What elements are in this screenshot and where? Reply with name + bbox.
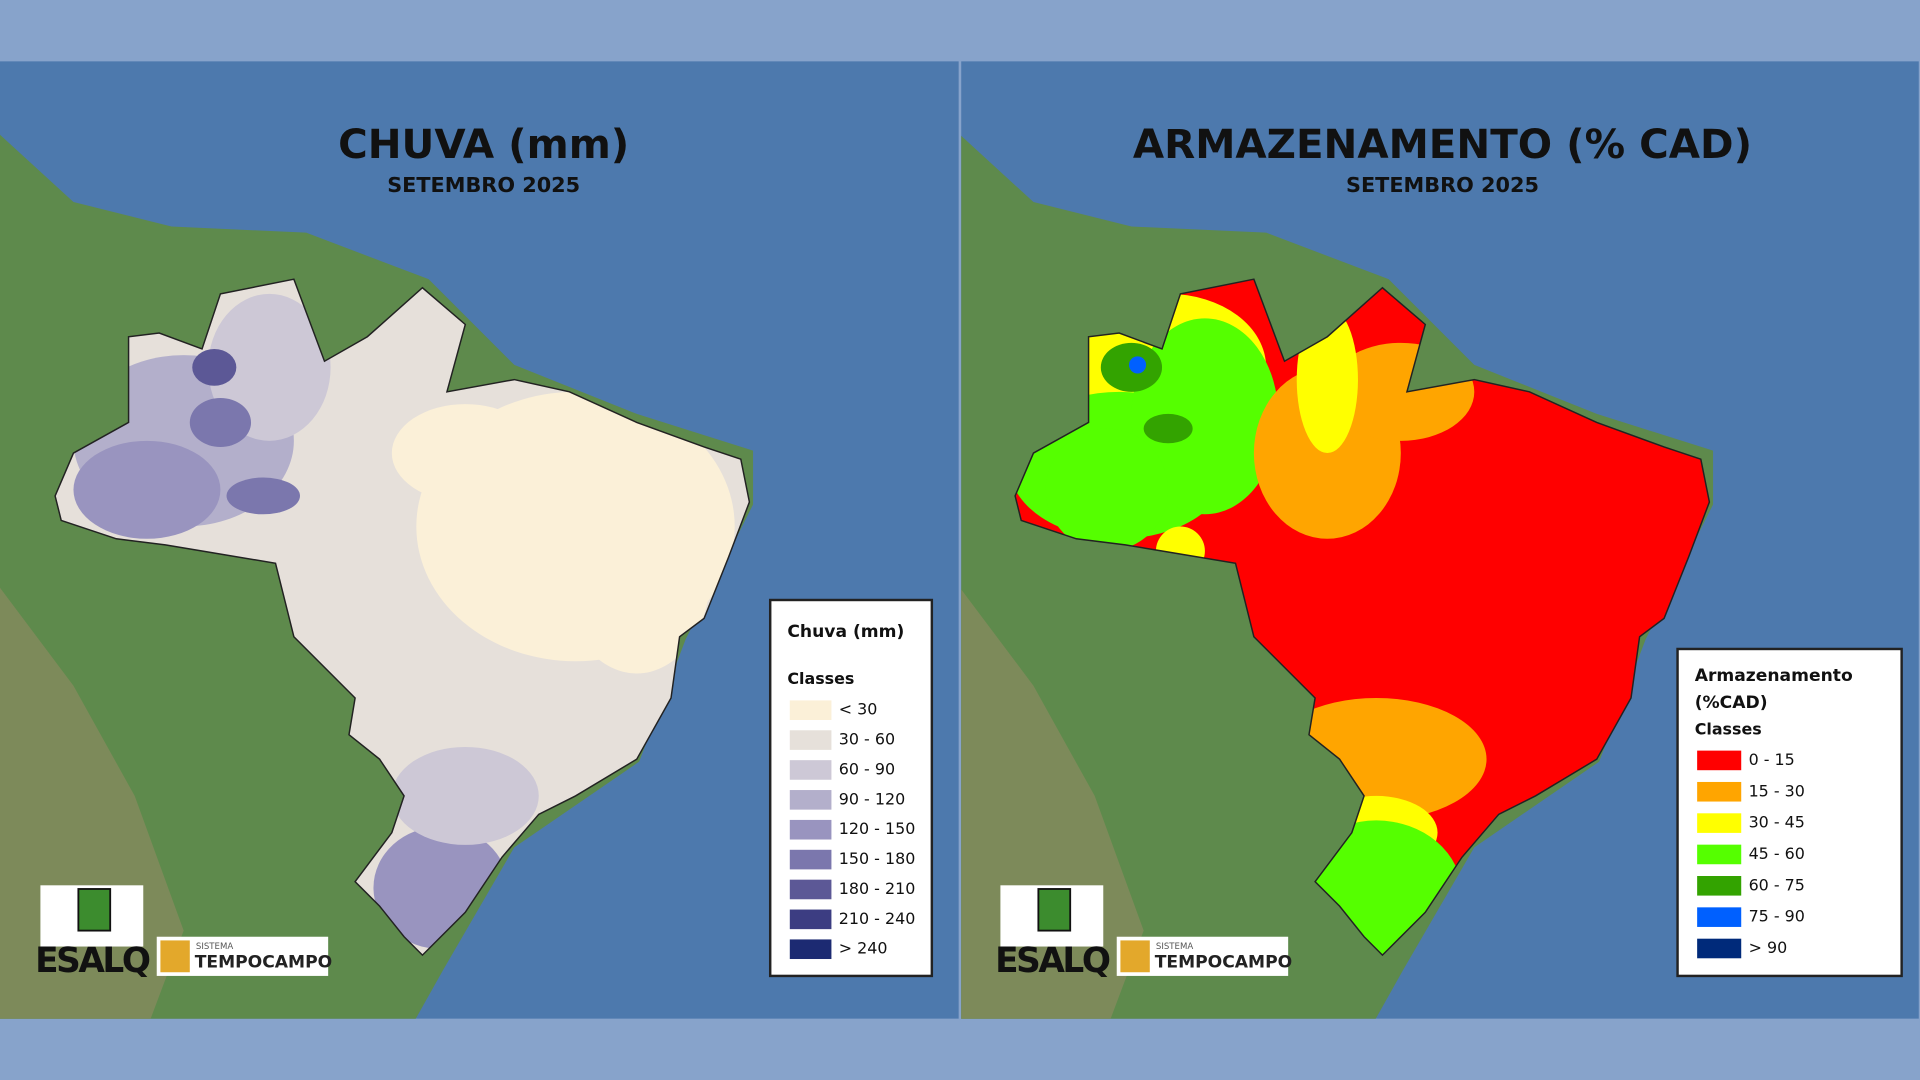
- esalq-shield: [1037, 888, 1072, 932]
- legend-swatch: [1697, 781, 1742, 802]
- legend-label: > 240: [839, 939, 888, 958]
- map-panel: CHUVA (mm) SETEMBRO 2025 Chuva (mm) Classes…: [0, 61, 959, 1019]
- tempocampo-icon: [160, 940, 190, 973]
- legend-label: 0 - 15: [1749, 750, 1795, 769]
- legend-label: 180 - 210: [839, 879, 916, 898]
- legend-swatch: [789, 849, 832, 870]
- legend-swatch: [1697, 938, 1742, 959]
- legend-swatch: [789, 790, 832, 810]
- legend-swatch: [789, 819, 832, 840]
- legend-swatch: [789, 700, 832, 720]
- legend-swatch: [789, 879, 832, 900]
- class-region: [391, 746, 539, 845]
- legend-label: 210 - 240: [839, 909, 916, 928]
- legend-swatch: [1697, 813, 1742, 833]
- class-region: [226, 477, 300, 515]
- legend-label: 30 - 45: [1749, 813, 1805, 832]
- class-region: [73, 440, 221, 539]
- legend-label: 60 - 90: [839, 759, 895, 778]
- legend-title: Armazenamento (%CAD): [1695, 666, 1853, 713]
- class-region: [563, 477, 711, 674]
- logo-system-caption: SISTEMA: [1156, 942, 1193, 952]
- tempocampo-icon: [1120, 940, 1150, 973]
- legend-swatch: [789, 760, 832, 780]
- class-region: [391, 404, 539, 503]
- legend-swatch: [789, 909, 832, 930]
- map-panel: ARMAZENAMENTO (% CAD) SETEMBRO 2025 Armaze…: [961, 61, 1919, 1019]
- class-region: [192, 348, 237, 386]
- legend-subtitle: Classes: [1695, 719, 1762, 738]
- legend-swatch: [789, 939, 832, 960]
- legend-swatch: [1697, 750, 1742, 771]
- map-title: ARMAZENAMENTO (% CAD): [1133, 120, 1752, 168]
- esalq-shield: [77, 888, 112, 932]
- legend-swatch: [1697, 907, 1742, 927]
- class-region: [189, 397, 252, 447]
- legend-swatch: [789, 730, 832, 750]
- logo-esalq: ESALQ: [35, 941, 150, 981]
- legend-label: 75 - 90: [1749, 907, 1805, 926]
- legend-label: 45 - 60: [1749, 844, 1805, 863]
- legend-title: Chuva (mm): [787, 622, 904, 642]
- legend-swatch: [1697, 876, 1742, 896]
- legend-subtitle: Classes: [787, 669, 854, 688]
- legend-label: 90 - 120: [839, 789, 905, 808]
- map-subtitle: SETEMBRO 2025: [387, 173, 580, 197]
- legend-label: 30 - 60: [839, 730, 895, 749]
- class-region: [1045, 428, 1169, 552]
- legend-label: 15 - 30: [1749, 781, 1805, 800]
- logo-esalq: ESALQ: [995, 941, 1110, 981]
- legend-swatch: [1697, 844, 1742, 865]
- legend-label: 120 - 150: [839, 819, 916, 838]
- legend-label: < 30: [839, 700, 878, 719]
- logo-system-caption: SISTEMA: [196, 942, 233, 952]
- class-region: [1143, 413, 1193, 444]
- legend-label: 150 - 180: [839, 849, 916, 868]
- legend-label: 60 - 75: [1749, 875, 1805, 894]
- legend-label: > 90: [1749, 938, 1788, 957]
- map-title: CHUVA (mm): [338, 120, 629, 168]
- logo-system-name: TEMPOCAMPO: [1155, 952, 1293, 972]
- map-subtitle: SETEMBRO 2025: [1346, 173, 1539, 197]
- class-region: [1128, 356, 1147, 374]
- logo-system-name: TEMPOCAMPO: [195, 952, 333, 972]
- class-region: [1131, 318, 1279, 515]
